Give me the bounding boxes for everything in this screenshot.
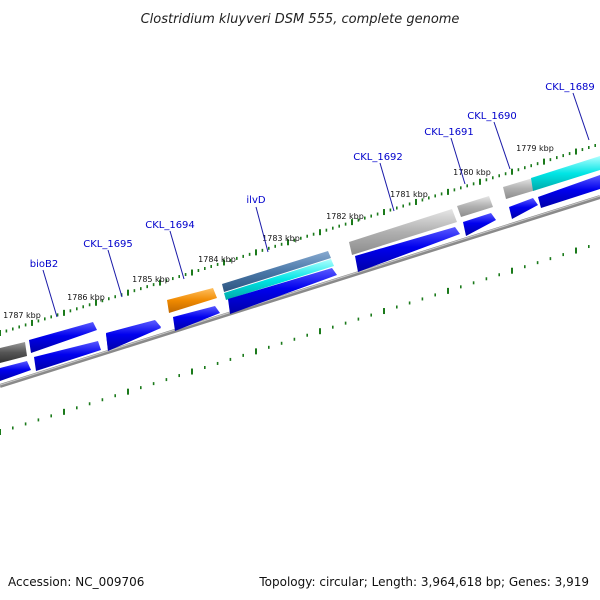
gene-feature-ilvD-cyan[interactable] <box>224 259 334 300</box>
leader-line <box>255 206 269 253</box>
gene-label-CKL-1689[interactable]: CKL_1689 <box>545 82 595 93</box>
gene-label-CKL-1694[interactable]: CKL_1694 <box>145 220 195 231</box>
gene-labels: bioB2 CKL_1695 CKL_1694 ilvD CKL_1692 CK… <box>30 82 595 318</box>
tick-label: 1787 kbp <box>3 311 41 320</box>
cds-feature-7[interactable] <box>463 213 496 236</box>
tick-label: 1780 kbp <box>453 168 491 177</box>
gene-feature-CKL-1691[interactable] <box>457 196 493 217</box>
upper-feature-track <box>0 156 600 363</box>
tick-label: 1783 kbp <box>262 234 300 243</box>
tick-label: 1781 kbp <box>390 190 428 199</box>
gene-feature-CKL-1689[interactable] <box>531 156 600 191</box>
cds-feature-3[interactable] <box>106 321 161 351</box>
cds-feature-4[interactable] <box>173 306 220 331</box>
leader-line <box>107 249 123 298</box>
tick-label: 1782 kbp <box>326 212 364 221</box>
gene-label-CKL-1691[interactable]: CKL_1691 <box>424 127 474 138</box>
cds-feature-2[interactable] <box>34 341 101 371</box>
gene-label-CKL-1695[interactable]: CKL_1695 <box>83 239 133 250</box>
leader-line <box>379 162 395 212</box>
cds-feature-1[interactable] <box>0 361 31 381</box>
tick-label: 1786 kbp <box>67 293 105 302</box>
genome-backbone <box>0 195 600 388</box>
gene-feature-bioB2[interactable] <box>29 322 97 353</box>
genome-backbone-highlight <box>0 195 600 386</box>
leader-line <box>493 121 511 170</box>
cds-feature-9[interactable] <box>538 175 600 208</box>
gene-feature-CKL-1692[interactable] <box>349 209 457 255</box>
gene-label-bioB2[interactable]: bioB2 <box>30 259 58 270</box>
gene-label-CKL-1692[interactable]: CKL_1692 <box>353 152 403 163</box>
genome-summary-text: Topology: circular; Length: 3,964,618 bp… <box>258 575 589 589</box>
accession-text: Accession: NC_009706 <box>8 575 144 589</box>
gene-feature-CKL-1694[interactable] <box>167 288 217 313</box>
leader-line <box>42 269 58 318</box>
gene-feature-ilvD-steel[interactable] <box>222 251 331 292</box>
tick-label: 1784 kbp <box>198 255 236 264</box>
gene-feature-dark[interactable] <box>0 342 27 363</box>
leader-line <box>169 230 185 280</box>
cds-feature-6[interactable] <box>355 227 460 272</box>
gene-label-ilvD[interactable]: ilvD <box>246 195 265 206</box>
cds-feature-5[interactable] <box>228 268 337 314</box>
map-title: Clostridium kluyveri DSM 555, complete g… <box>141 12 460 27</box>
gene-feature-CKL-1690[interactable] <box>503 178 536 199</box>
gene-label-CKL-1690[interactable]: CKL_1690 <box>467 111 517 122</box>
leader-line <box>450 137 466 185</box>
tick-label: 1785 kbp <box>132 275 170 284</box>
lower-cds-track <box>0 175 600 381</box>
cds-feature-8[interactable] <box>509 198 538 219</box>
tick-label: 1779 kbp <box>516 144 554 153</box>
inner-tick-scale <box>0 245 590 435</box>
tick-labels: 1787 kbp 1786 kbp 1785 kbp 1784 kbp 1783… <box>3 144 554 320</box>
leader-line <box>572 92 590 141</box>
outer-tick-scale <box>0 144 597 336</box>
